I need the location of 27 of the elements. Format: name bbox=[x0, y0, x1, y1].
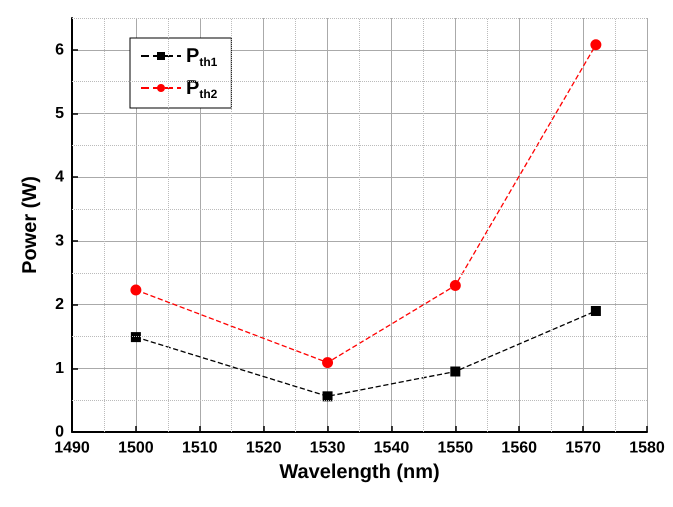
y-tick-label: 1 bbox=[55, 360, 64, 377]
x-tick-label: 1550 bbox=[438, 440, 474, 456]
x-tick-label: 1580 bbox=[629, 440, 665, 456]
x-tick-label: 1540 bbox=[374, 440, 410, 456]
point bbox=[322, 391, 333, 402]
point bbox=[130, 284, 142, 296]
point bbox=[322, 357, 334, 368]
point bbox=[450, 280, 461, 292]
x-tick-label: 1490 bbox=[54, 440, 90, 456]
x-tick-label: 1500 bbox=[118, 440, 154, 456]
y-tick-label: 6 bbox=[55, 41, 64, 58]
point bbox=[450, 366, 460, 376]
point bbox=[590, 306, 601, 316]
y-tick-label: 2 bbox=[55, 296, 64, 314]
point bbox=[130, 332, 141, 342]
x-tick-label: 1530 bbox=[310, 440, 346, 456]
y-tick-label: 4 bbox=[55, 168, 64, 186]
point bbox=[590, 39, 602, 50]
x-tick-label: 1520 bbox=[246, 440, 282, 456]
y-axis-title: Power (W) bbox=[19, 176, 41, 274]
x-tick-label: 1570 bbox=[565, 440, 602, 456]
y-tick-label: 3 bbox=[55, 232, 64, 250]
x-tick-label: 1510 bbox=[182, 440, 218, 456]
x-axis-title: Wavelength (nm) bbox=[279, 461, 440, 483]
y-tick-label: 5 bbox=[55, 105, 64, 122]
y-tick-label: 0 bbox=[55, 424, 64, 440]
x-tick-label: 1560 bbox=[501, 440, 538, 456]
